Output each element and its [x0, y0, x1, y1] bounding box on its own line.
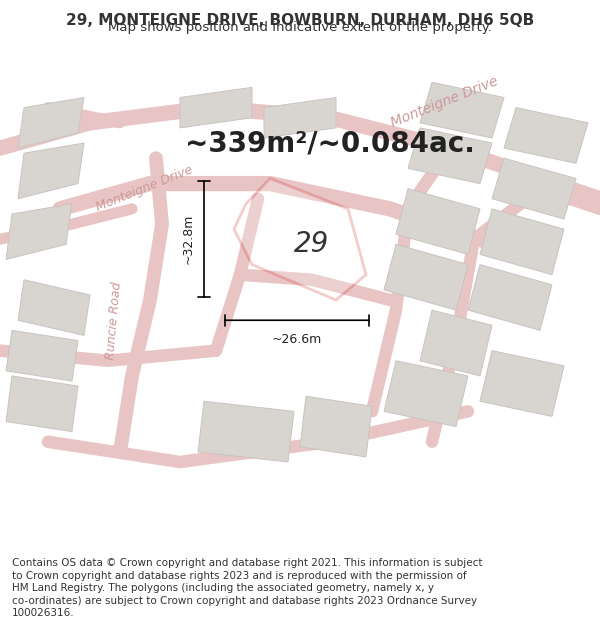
- Polygon shape: [180, 88, 252, 128]
- Text: ~32.8m: ~32.8m: [182, 214, 195, 264]
- Polygon shape: [384, 361, 468, 426]
- Polygon shape: [264, 98, 336, 138]
- Text: Monteigne Drive: Monteigne Drive: [94, 163, 194, 214]
- Text: Runcie Road: Runcie Road: [104, 281, 124, 360]
- Polygon shape: [6, 204, 72, 259]
- Polygon shape: [18, 280, 90, 336]
- Text: 29: 29: [295, 230, 329, 258]
- Polygon shape: [420, 310, 492, 376]
- Polygon shape: [198, 401, 294, 462]
- Polygon shape: [234, 179, 366, 300]
- Text: Monteigne Drive: Monteigne Drive: [388, 74, 500, 131]
- Text: co-ordinates) are subject to Crown copyright and database rights 2023 Ordnance S: co-ordinates) are subject to Crown copyr…: [12, 596, 477, 606]
- Polygon shape: [408, 128, 492, 184]
- Polygon shape: [6, 376, 78, 432]
- Polygon shape: [396, 189, 480, 254]
- Text: Contains OS data © Crown copyright and database right 2021. This information is : Contains OS data © Crown copyright and d…: [12, 558, 482, 568]
- Polygon shape: [300, 396, 372, 457]
- Text: HM Land Registry. The polygons (including the associated geometry, namely x, y: HM Land Registry. The polygons (includin…: [12, 583, 434, 593]
- Polygon shape: [492, 158, 576, 219]
- Text: 29, MONTEIGNE DRIVE, BOWBURN, DURHAM, DH6 5QB: 29, MONTEIGNE DRIVE, BOWBURN, DURHAM, DH…: [66, 13, 534, 28]
- Polygon shape: [18, 98, 84, 148]
- Text: 100026316.: 100026316.: [12, 609, 74, 619]
- Text: to Crown copyright and database rights 2023 and is reproduced with the permissio: to Crown copyright and database rights 2…: [12, 571, 467, 581]
- Text: ~26.6m: ~26.6m: [272, 333, 322, 346]
- Polygon shape: [480, 351, 564, 416]
- Polygon shape: [6, 331, 78, 381]
- Polygon shape: [420, 82, 504, 138]
- Polygon shape: [468, 264, 552, 331]
- Polygon shape: [504, 107, 588, 163]
- Polygon shape: [384, 244, 468, 310]
- Polygon shape: [480, 209, 564, 275]
- Polygon shape: [18, 143, 84, 199]
- Text: ~339m²/~0.084ac.: ~339m²/~0.084ac.: [185, 129, 475, 157]
- Text: Map shows position and indicative extent of the property.: Map shows position and indicative extent…: [108, 21, 492, 34]
